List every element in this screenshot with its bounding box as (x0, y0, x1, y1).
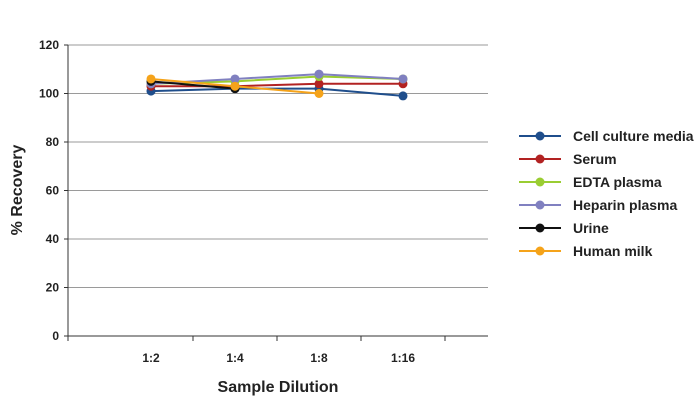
data-point (230, 74, 240, 84)
legend-label: Cell culture media (573, 128, 694, 144)
grid (68, 44, 488, 288)
series-line (150, 80, 236, 90)
data-point (230, 81, 240, 91)
legend: Cell culture media Serum EDTA plasma Hepari… (519, 128, 694, 259)
y-tick-label: 80 (46, 135, 60, 149)
y-tick-label: 100 (39, 87, 59, 101)
legend-marker (535, 223, 545, 233)
legend-item: EDTA plasma (519, 174, 662, 190)
legend-item: Human milk (519, 243, 653, 259)
data-point (146, 74, 156, 84)
legend-label: EDTA plasma (573, 174, 662, 190)
legend-label: Serum (573, 151, 617, 167)
x-tick-label: 1:2 (142, 351, 160, 365)
y-axis-label: % Recovery (9, 145, 26, 236)
legend-label: Heparin plasma (573, 197, 677, 213)
legend-marker (535, 154, 545, 164)
x-tick-label: 1:16 (391, 351, 415, 365)
data-point (314, 89, 324, 98)
series-group (146, 69, 408, 101)
legend-marker (535, 177, 545, 187)
x-axis-label: Sample Dilution (218, 379, 339, 396)
x-tick-label: 1:8 (310, 351, 328, 365)
legend-marker (535, 200, 545, 210)
x-tick-label: 1:4 (226, 351, 244, 365)
series-line (150, 87, 404, 97)
legend-item: Serum (519, 151, 617, 167)
series-line (151, 82, 403, 88)
legend-marker (535, 131, 545, 141)
legend-item: Cell culture media (519, 128, 694, 144)
y-tick-label: 60 (46, 184, 60, 198)
y-tick-label: 0 (52, 329, 59, 343)
y-tick-label: 40 (46, 232, 60, 246)
legend-label: Human milk (573, 243, 653, 259)
series-line (150, 73, 404, 85)
legend-marker (535, 246, 545, 256)
y-axis: 0 20 40 60 80 100 120 (39, 38, 69, 343)
y-tick-label: 120 (39, 38, 59, 52)
legend-item: Urine (519, 220, 609, 236)
y-tick-label: 20 (46, 281, 60, 295)
series-5 (146, 74, 324, 98)
legend-label: Urine (573, 220, 609, 236)
data-point (398, 91, 408, 101)
data-point (314, 69, 324, 79)
data-point (398, 74, 408, 84)
data-point (314, 79, 324, 89)
legend-item: Heparin plasma (519, 197, 677, 213)
x-axis: 1:2 1:4 1:8 1:16 (67, 335, 488, 365)
